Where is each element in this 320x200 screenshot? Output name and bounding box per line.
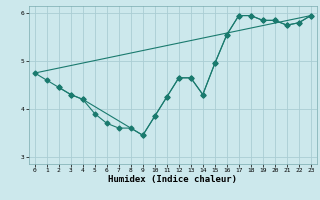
X-axis label: Humidex (Indice chaleur): Humidex (Indice chaleur): [108, 175, 237, 184]
